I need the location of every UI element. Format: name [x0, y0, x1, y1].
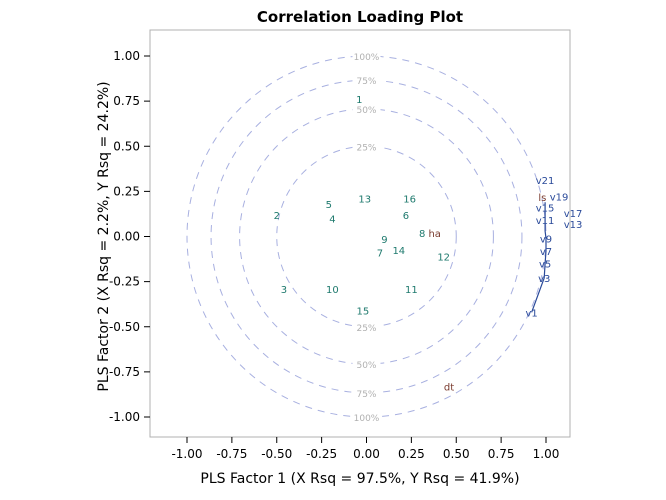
observation-label: 3	[281, 285, 287, 296]
y-tick-label: 0.50	[113, 139, 140, 153]
observation-label: 14	[392, 246, 405, 257]
x-tick-label: -0.50	[261, 447, 292, 461]
x-tick-label: 0.50	[443, 447, 470, 461]
y-tick-label: -0.50	[109, 320, 140, 334]
circle-label-bg	[352, 102, 381, 115]
observation-label: 16	[403, 195, 416, 206]
predictor-label: v21	[536, 176, 555, 187]
y-tick-label: -1.00	[109, 410, 140, 424]
y-tick-label: -0.25	[109, 275, 140, 289]
predictor-line	[531, 202, 547, 313]
predictor-label: v15	[536, 203, 555, 214]
circle-label: 75%	[356, 390, 376, 400]
predictor-label: v9	[540, 234, 552, 245]
chart-title: Correlation Loading Plot	[256, 8, 464, 26]
circle-label: 50%	[356, 361, 376, 371]
predictor-label: v1	[525, 308, 537, 319]
observation-label: 1	[356, 95, 362, 106]
circle-label: 25%	[356, 143, 376, 153]
observation-label: 7	[377, 249, 383, 260]
observation-label: 6	[403, 211, 409, 222]
observation-label: 9	[381, 235, 387, 246]
observation-label: 11	[405, 285, 418, 296]
response-label: dt	[444, 382, 454, 393]
circle-label-bg	[352, 74, 381, 87]
observation-label: 13	[358, 195, 371, 206]
observation-label: 2	[274, 211, 280, 222]
y-tick-label: 0.00	[113, 230, 140, 244]
plot-frame	[149, 29, 571, 438]
x-tick-label: 1.00	[533, 447, 560, 461]
circle-label-bg	[352, 358, 381, 371]
circle-label-bg	[352, 386, 381, 399]
circle-label-bg	[352, 411, 381, 423]
predictor-label: v13	[564, 220, 583, 231]
predictor-label: v3	[538, 274, 550, 285]
x-axis-label: PLS Factor 1 (X Rsq = 97.5%, Y Rsq = 41.…	[200, 471, 520, 487]
y-tick-label: 0.75	[113, 94, 140, 108]
predictor-label: v17	[564, 209, 583, 220]
predictor-label: v11	[536, 216, 555, 227]
x-tick-label: 0.75	[488, 447, 515, 461]
x-tick-label: -0.75	[216, 447, 247, 461]
observation-label: 8	[419, 229, 425, 240]
x-tick-label: -0.25	[306, 447, 337, 461]
circle-label: 100%	[354, 53, 380, 63]
observation-label: 5	[326, 200, 332, 211]
response-label: ls	[538, 193, 546, 204]
observation-label: 15	[357, 307, 370, 318]
y-tick-label: 1.00	[113, 49, 140, 63]
y-tick-label: 0.25	[113, 184, 140, 198]
circle-label-bg	[352, 140, 381, 153]
observation-label: 12	[437, 252, 450, 263]
circle-label-bg	[352, 50, 381, 62]
predictor-label: v5	[539, 260, 551, 271]
y-tick-label: -0.75	[109, 365, 140, 379]
reference-circle	[276, 145, 457, 328]
x-tick-label: 0.25	[398, 447, 425, 461]
circle-label: 25%	[356, 324, 376, 334]
circle-label: 100%	[354, 414, 380, 424]
x-tick-label: -1.00	[171, 447, 202, 461]
observation-label: 10	[326, 285, 339, 296]
circle-label: 75%	[356, 77, 376, 87]
predictor-label: v19	[550, 193, 569, 204]
predictor-label: v7	[540, 247, 552, 258]
circle-label-bg	[352, 320, 381, 333]
circle-label: 50%	[356, 106, 376, 116]
y-axis-label: PLS Factor 2 (X Rsq = 2.2%, Y Rsq = 24.2…	[96, 81, 112, 391]
observation-label: 4	[329, 214, 335, 225]
x-tick-label: 0.00	[353, 447, 380, 461]
reference-circle	[210, 79, 523, 394]
response-label: ha	[428, 229, 440, 240]
